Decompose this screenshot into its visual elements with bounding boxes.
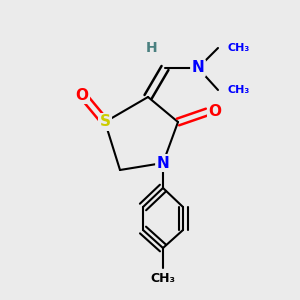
Text: CH₃: CH₃ <box>228 43 250 53</box>
Text: O: O <box>76 88 88 103</box>
Text: CH₃: CH₃ <box>228 85 250 95</box>
Text: H: H <box>146 41 158 55</box>
Text: N: N <box>192 61 204 76</box>
Text: CH₃: CH₃ <box>151 272 175 284</box>
Text: O: O <box>208 104 221 119</box>
Text: S: S <box>100 115 110 130</box>
Text: N: N <box>157 155 169 170</box>
